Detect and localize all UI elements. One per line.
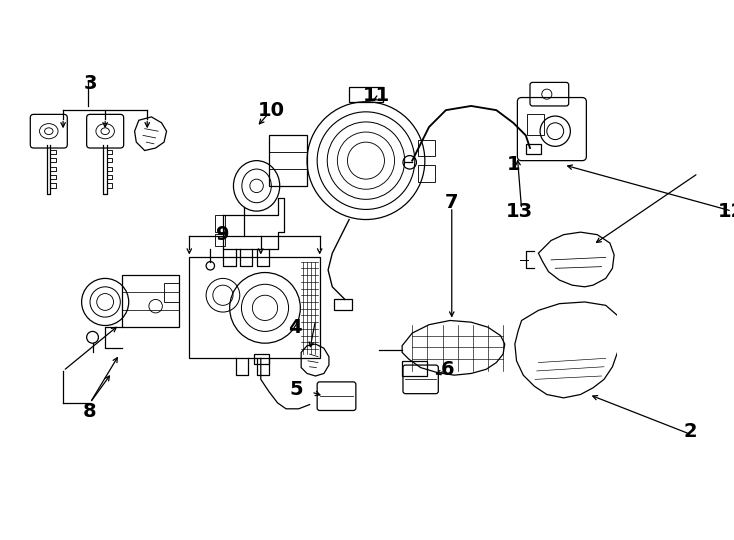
Bar	[526, 144, 541, 154]
Bar	[189, 258, 320, 359]
Bar	[254, 354, 269, 364]
Bar	[269, 136, 307, 186]
Text: 7: 7	[445, 193, 459, 212]
Bar	[349, 86, 382, 102]
Bar	[334, 300, 352, 309]
Text: 5: 5	[289, 380, 303, 399]
Bar	[418, 140, 435, 157]
Text: 2: 2	[683, 422, 697, 441]
Text: 4: 4	[288, 318, 301, 337]
Bar	[214, 234, 225, 246]
Text: 10: 10	[258, 100, 284, 120]
Bar	[418, 165, 435, 181]
Text: 1: 1	[506, 156, 520, 174]
Text: 9: 9	[217, 225, 230, 244]
Text: 3: 3	[83, 74, 97, 93]
Text: 6: 6	[440, 360, 454, 379]
Text: 13: 13	[506, 201, 533, 221]
Text: 11: 11	[363, 85, 390, 105]
Bar	[528, 114, 545, 136]
Bar	[402, 361, 427, 376]
Bar	[164, 284, 179, 302]
Bar	[122, 275, 179, 327]
Text: 12: 12	[719, 201, 734, 221]
Bar	[214, 215, 225, 232]
Text: 8: 8	[83, 402, 97, 421]
